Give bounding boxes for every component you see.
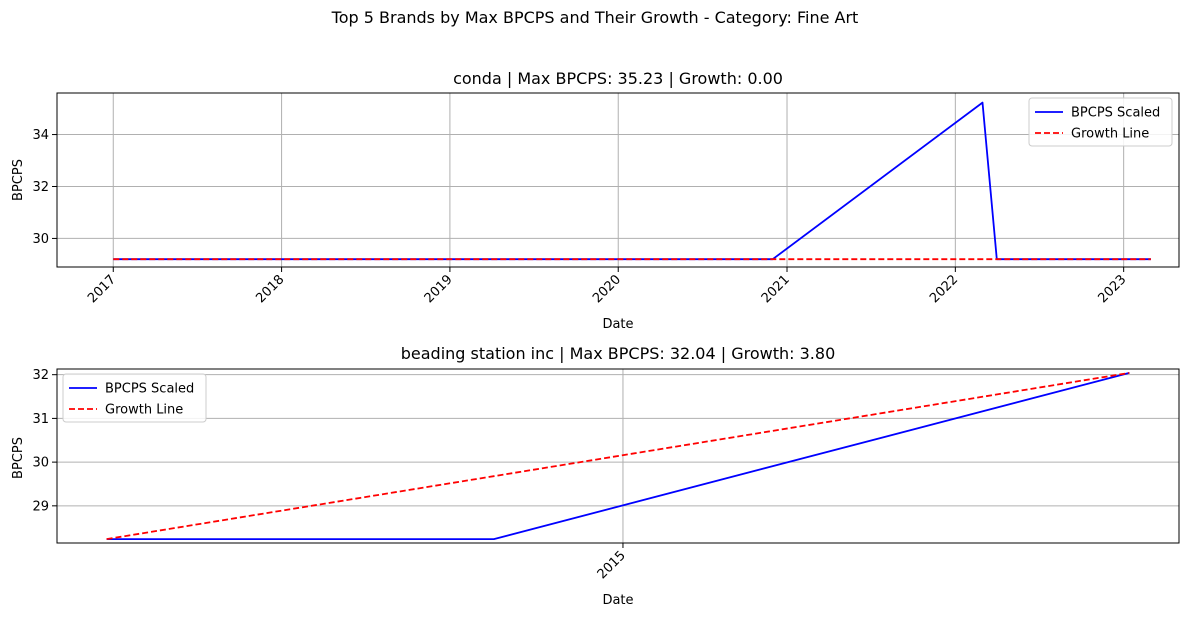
axes-frame	[56, 92, 1180, 268]
y-tick-label: 32	[32, 368, 49, 383]
legend: BPCPS Scaled Growth Line	[1028, 97, 1173, 147]
legend-label: BPCPS Scaled	[1071, 106, 1160, 121]
series-line-growth-line	[106, 372, 1130, 540]
y-axis-label: BPCPS	[11, 159, 26, 201]
legend-box	[1028, 97, 1173, 147]
y-tick-label: 30	[32, 456, 49, 471]
legend: BPCPS Scaled Growth Line	[62, 373, 207, 423]
x-axis-label: Date	[602, 317, 633, 332]
y-tick-label: 30	[32, 232, 49, 247]
figure-title: Top 5 Brands by Max BPCPS and Their Grow…	[331, 8, 859, 27]
axes-frame	[56, 368, 1180, 544]
subplot-title: conda | Max BPCPS: 35.23 | Growth: 0.00	[453, 69, 783, 88]
y-tick-label: 31	[32, 412, 49, 427]
y-tick-label: 32	[32, 180, 49, 195]
legend-label: Growth Line	[105, 403, 183, 418]
legend-label: Growth Line	[1071, 127, 1149, 142]
y-tick-label: 34	[32, 128, 49, 143]
y-tick-label: 29	[32, 499, 49, 514]
subplot-beading-station-inc: beading station inc | Max BPCPS: 32.04 |…	[11, 344, 1180, 608]
subplot-title: beading station inc | Max BPCPS: 32.04 |…	[401, 344, 836, 363]
x-axis-label: Date	[602, 593, 633, 608]
grid-lines	[57, 93, 1179, 267]
y-axis-label: BPCPS	[11, 437, 26, 479]
series-line-bpcps-scaled	[113, 101, 1151, 261]
series-line-bpcps-scaled	[106, 372, 1130, 540]
legend-box	[62, 373, 207, 423]
legend-label: BPCPS Scaled	[105, 382, 194, 397]
